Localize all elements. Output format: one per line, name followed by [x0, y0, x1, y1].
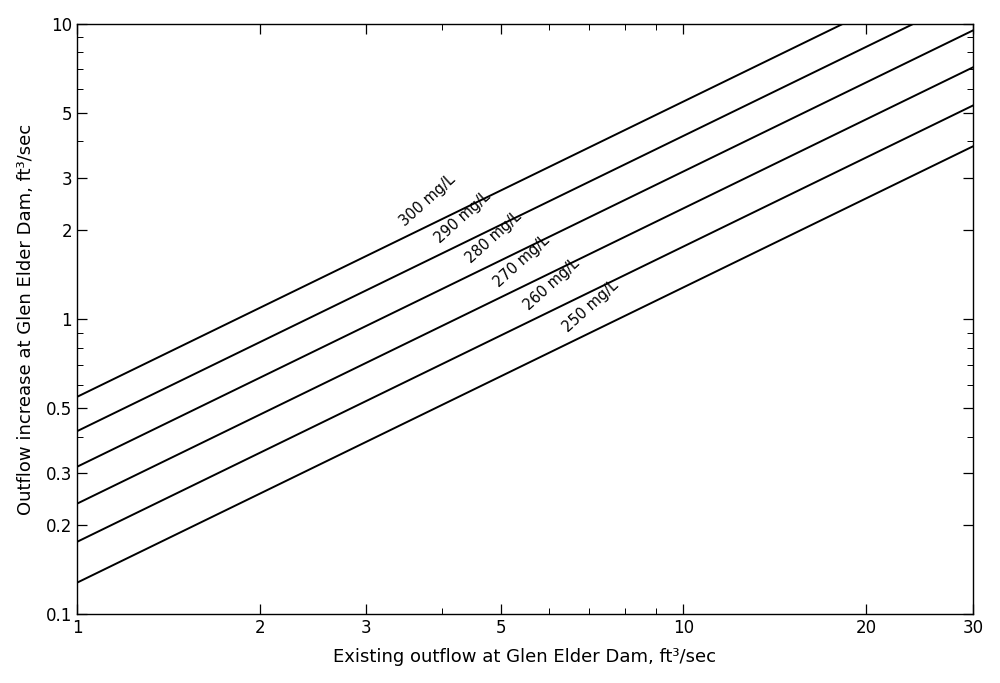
- Text: 250 mg/L: 250 mg/L: [560, 278, 621, 335]
- X-axis label: Existing outflow at Glen Elder Dam, ft³/sec: Existing outflow at Glen Elder Dam, ft³/…: [333, 648, 716, 667]
- Y-axis label: Outflow increase at Glen Elder Dam, ft³/sec: Outflow increase at Glen Elder Dam, ft³/…: [17, 124, 35, 514]
- Text: 300 mg/L: 300 mg/L: [397, 171, 458, 229]
- Text: 270 mg/L: 270 mg/L: [491, 232, 552, 290]
- Text: 260 mg/L: 260 mg/L: [521, 256, 582, 313]
- Text: 290 mg/L: 290 mg/L: [432, 189, 493, 246]
- Text: 280 mg/L: 280 mg/L: [463, 209, 524, 266]
